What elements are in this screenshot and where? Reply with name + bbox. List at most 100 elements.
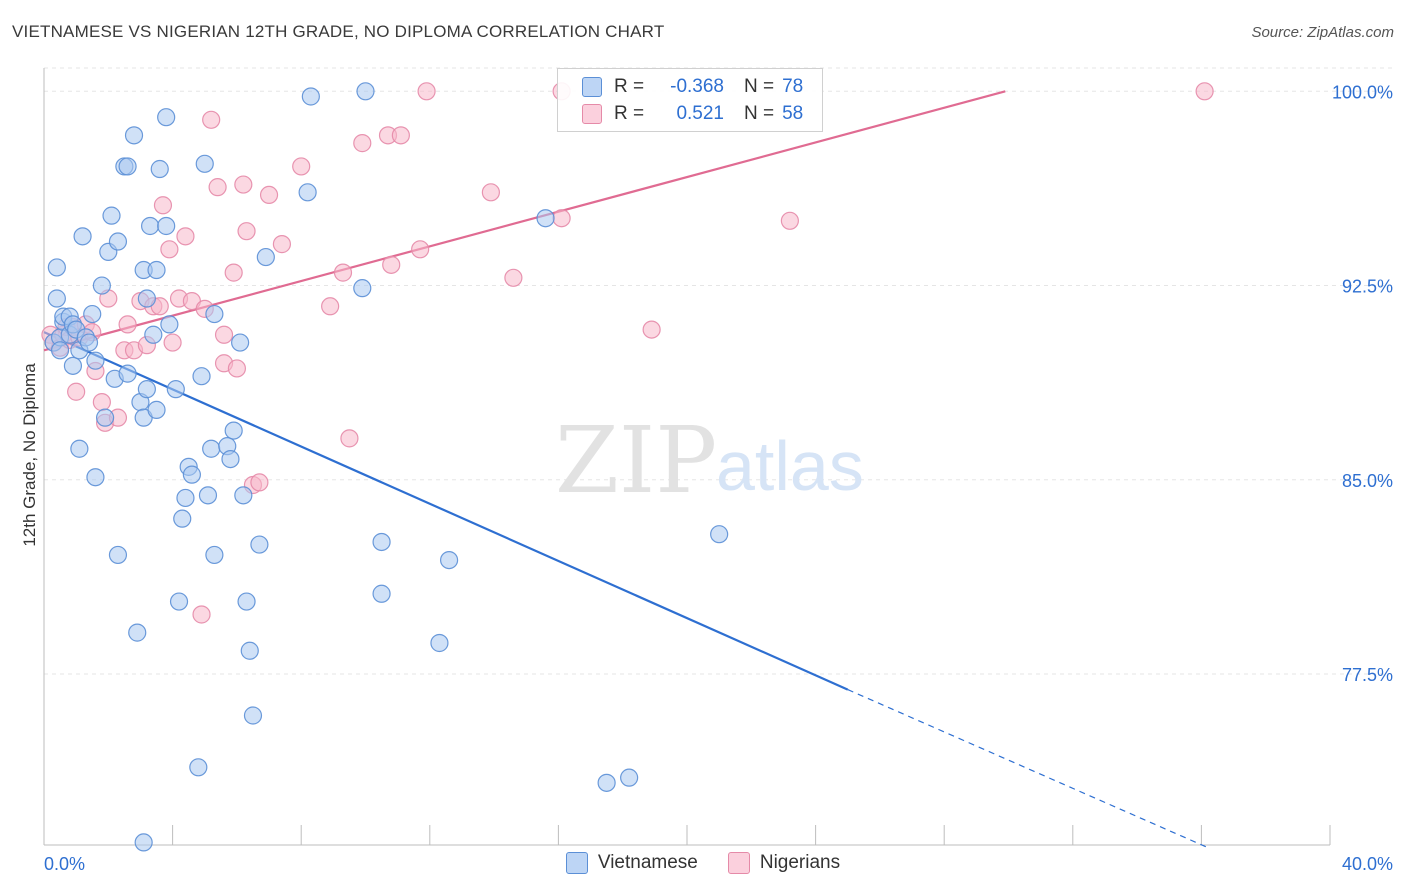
vietnamese-point [70,439,89,458]
nigerians-point [292,157,311,176]
vietnamese-points [44,82,729,852]
source-label: Source: ZipAtlas.com [1251,24,1394,41]
x-tick-label-max: 40.0% [1342,854,1393,874]
vietnamese-point [221,449,240,469]
vietnamese-point [102,206,121,225]
legend-swatch-nigerians [727,852,750,874]
vietnamese-point [597,773,616,792]
legend-item-nigerians: Nigerians [727,852,841,874]
legend-r-label: R = [614,76,645,97]
vietnamese-point [192,367,211,386]
legend-label-nigerians: Nigerians [759,852,841,873]
vietnamese-point [182,465,201,484]
watermark-atlas: atlas [716,427,864,505]
vietnamese-point [108,232,128,251]
vietnamese-point [108,545,128,565]
nigerians-point [481,183,500,202]
vietnamese-point [124,126,144,145]
vietnamese-point [243,706,263,725]
vietnamese-point [92,276,111,295]
vietnamese-point [620,768,639,787]
x-axis-ticks [172,825,1331,845]
nigerians-point [118,315,137,334]
legend-n-value: 78 [782,76,804,97]
vietnamese-point [134,833,153,852]
vietnamese-point [86,351,105,370]
nigerians-point [391,126,410,145]
vietnamese-point [202,439,221,458]
vietnamese-point [189,758,208,777]
legend-n-label: N = [744,76,775,97]
nigerians-point [504,268,523,287]
nigerians-point [67,382,86,401]
correlation-legend: R = -0.368 N = 78 R = 0.521 N = 58 [557,68,823,132]
nigerians-point [234,175,253,194]
nigerians-points [41,82,1214,624]
nigerians-point [1195,82,1214,101]
vietnamese-point [137,380,156,399]
chart-title: VIETNAMESE VS NIGERIAN 12TH GRADE, NO DI… [12,22,665,41]
vietnamese-point [372,532,391,552]
vietnamese-point [157,108,176,127]
nigerians-point [250,473,269,492]
legend-swatch-nigerians [582,104,602,124]
nigerians-trend-line [43,90,1006,352]
vietnamese-point [144,325,163,344]
nigerians-point [153,196,173,215]
legend-swatch-vietnamese [565,852,588,874]
vietnamese-point [439,550,459,570]
nigerians-point [272,235,292,254]
vietnamese-point [157,216,176,236]
legend-r-label: R = [614,103,645,124]
vietnamese-point [137,289,156,308]
watermark-zip: ZIP [555,407,717,514]
vietnamese-point [173,509,192,528]
vietnamese-point [147,260,166,280]
vietnamese-point [166,380,185,399]
nigerians-point [417,82,436,101]
nigerians-point [208,178,227,197]
nigerians-point [202,110,221,129]
vietnamese-point [169,592,189,611]
nigerians-point [642,320,661,339]
legend-row-nigerians: R = 0.521 N = 58 [582,103,803,125]
legend-n-label: N = [744,103,775,124]
vietnamese-point [86,468,105,487]
vietnamese-point [79,333,99,352]
nigerians-point [353,134,372,153]
nigerians-point [160,240,179,259]
vietnamese-point [710,525,729,544]
nigerians-point [340,429,359,448]
vietnamese-point [118,157,137,176]
nigerians-point [92,393,111,412]
vietnamese-trend-line [43,331,849,691]
nigerians-point [237,222,256,241]
vietnamese-point [231,333,250,352]
vietnamese-point [430,633,449,653]
vietnamese-point [356,82,375,101]
series-legend: Vietnamese Nigerians [0,852,1406,874]
legend-item-vietnamese: Vietnamese [565,852,698,874]
nigerians-point [321,297,340,316]
vietnamese-point [224,421,243,440]
vietnamese-point [83,304,102,324]
vietnamese-point [237,592,256,611]
vietnamese-point [95,408,115,427]
watermark: ZIP atlas [555,407,864,514]
vietnamese-point [205,304,224,324]
vietnamese-point [147,400,166,419]
nigerians-point [259,185,279,205]
nigerians-point [176,227,195,246]
grid-lines [44,67,1393,675]
vietnamese-point [234,486,253,505]
vietnamese-trend-extension [847,689,1209,849]
y-tick-label: 77.5% [1342,665,1393,685]
y-tick-label: 92.5% [1342,277,1393,297]
vietnamese-point [298,183,317,202]
vietnamese-point [160,315,179,334]
legend-r-value: 0.521 [676,103,724,124]
vietnamese-point [50,341,70,360]
nigerians-point [192,605,211,624]
vietnamese-point [353,279,372,298]
